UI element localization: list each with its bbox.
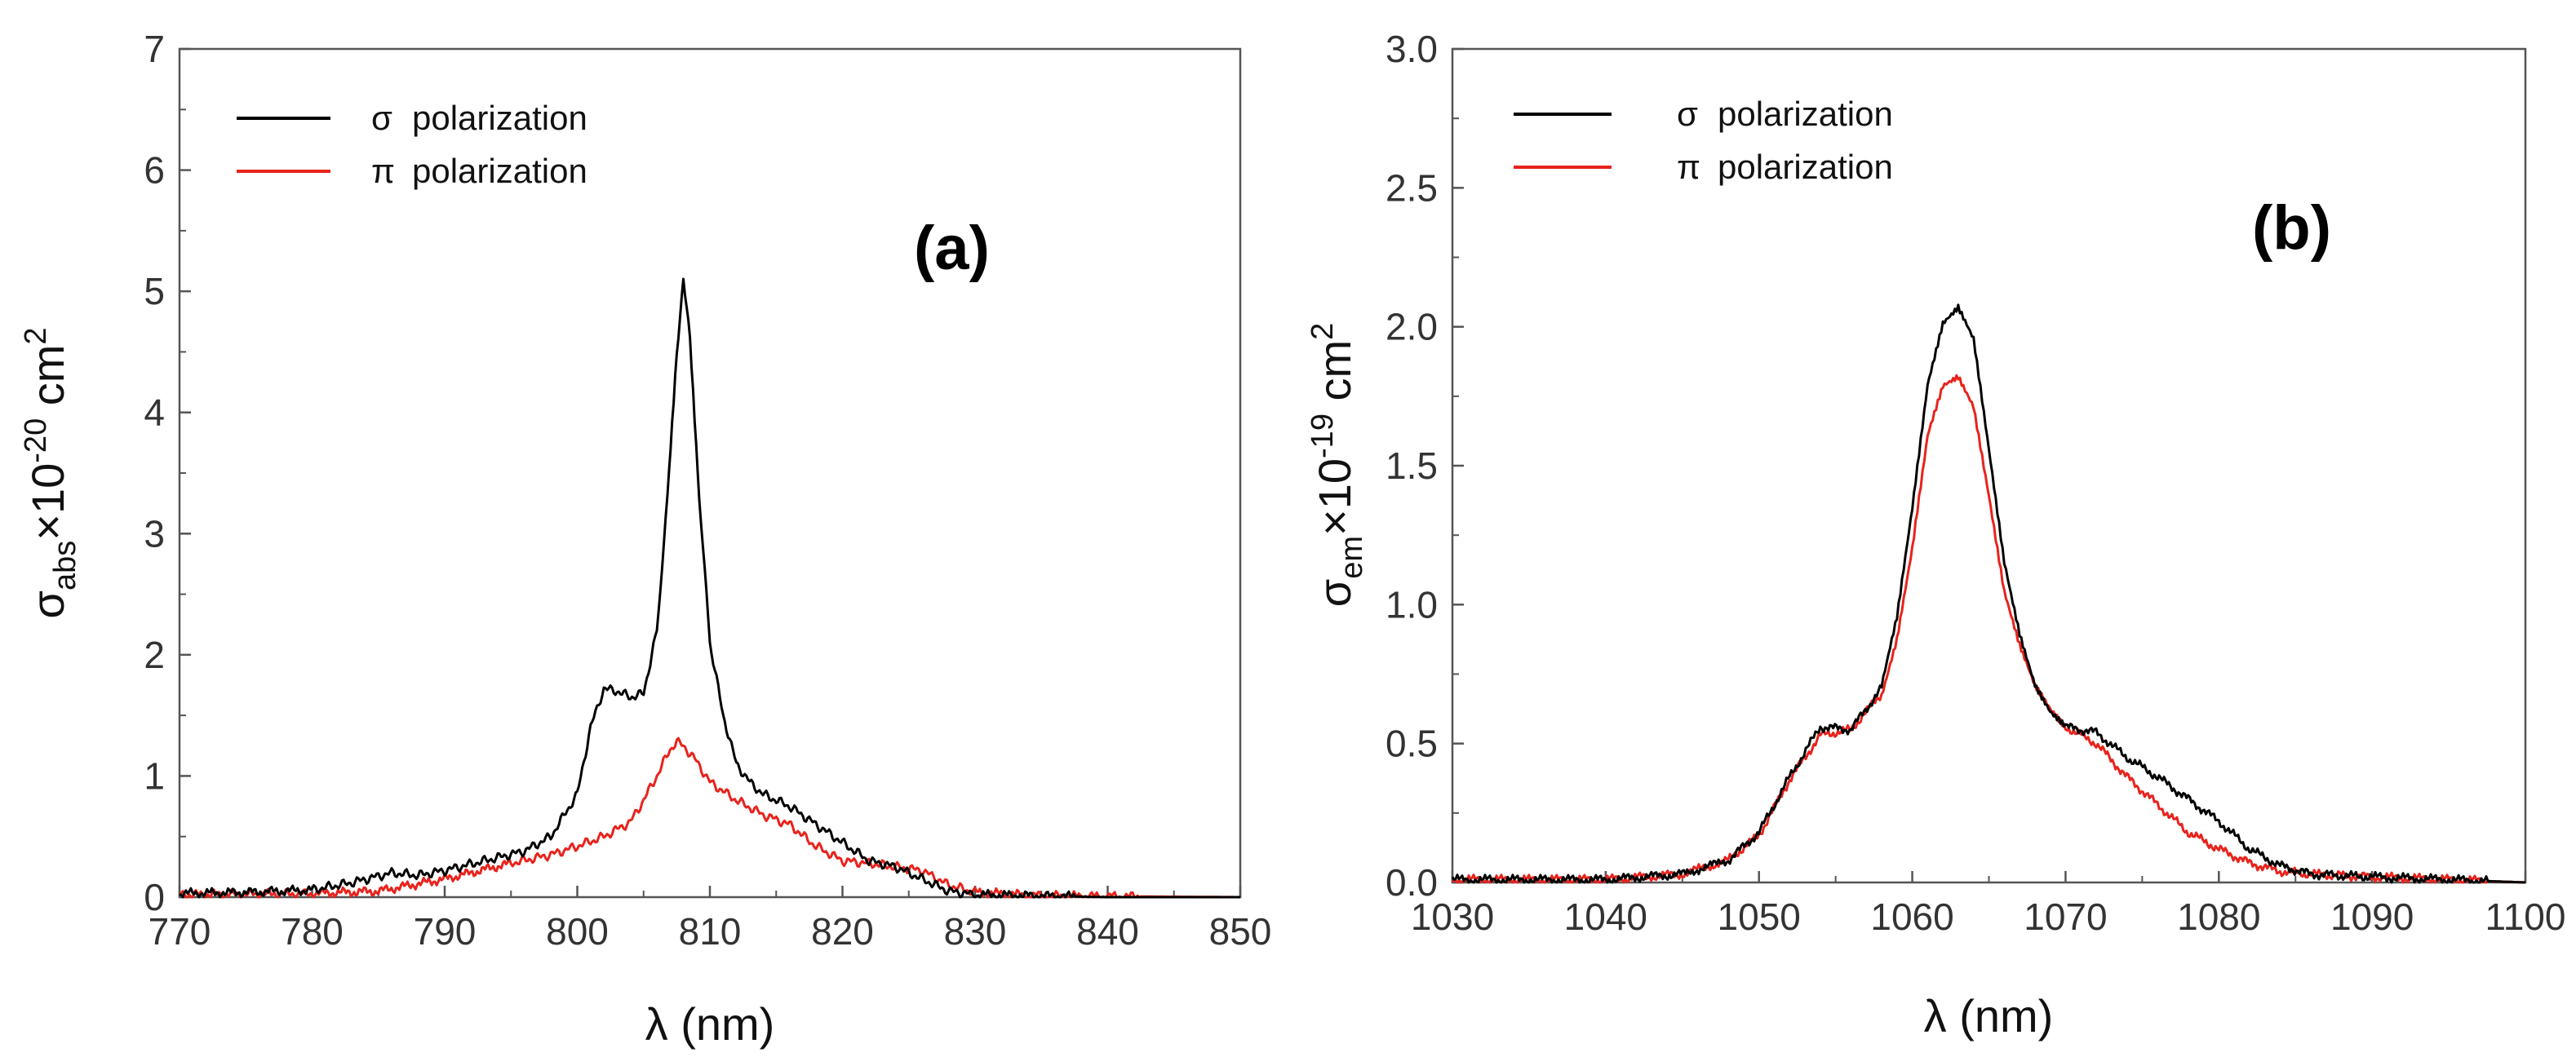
chart-a-legend-symbol-pi: π: [371, 152, 395, 190]
chart-a-y-tick-label: 0: [144, 876, 165, 918]
chart-b-y-tick-label: 3.0: [1386, 28, 1438, 70]
chart-b-y-tick-label: 2.0: [1386, 306, 1438, 348]
chart-b-legend: σ polarization π polarization: [1514, 95, 1893, 186]
chart-b-x-tick-label: 1030: [1411, 896, 1494, 938]
chart-b-x-tick-label: 1040: [1564, 896, 1647, 938]
chart-b-plot-frame: [1451, 47, 2527, 884]
chart-b-y-label-unit: cm: [1309, 340, 1360, 414]
chart-a-x-tick-label: 800: [546, 910, 609, 953]
chart-a-x-tick-label: 820: [811, 910, 874, 953]
chart-a-x-axis-label: λ (nm): [645, 998, 775, 1050]
chart-b-y-label-symbol: σ: [1309, 579, 1360, 608]
chart-b-legend-symbol-sigma: σ: [1677, 95, 1698, 133]
chart-b-x-tick-label: 1090: [2330, 896, 2414, 938]
chart-a-series-pi: [179, 736, 1240, 899]
chart-a-y-label-times: ×10: [22, 463, 73, 541]
chart-b-series: [1451, 303, 2526, 884]
chart-a-x-tick-label: 810: [679, 910, 742, 953]
chart-a-ticks: 770 780 790 800 810 820 830 840 850 0 1 2 3 4 5 6 7: [144, 28, 1271, 953]
chart-a-legend-symbol-sigma: σ: [371, 99, 392, 137]
chart-b-x-tick-label: 1050: [1718, 896, 1801, 938]
chart-b-y-tick-label: 2.5: [1386, 166, 1438, 209]
chart-a-x-tick-label: 830: [944, 910, 1007, 953]
chart-a-series-sigma: [179, 277, 1240, 899]
chart-a-y-tick-label: 2: [144, 634, 165, 676]
chart-a-series: [179, 277, 1240, 899]
chart-a-y-tick-label: 4: [144, 391, 165, 434]
chart-b: 1030 1040 1050 1060 1070 1080 1090 1100 0.0 0.5 1.…: [1306, 28, 2565, 1042]
chart-a-y-tick-label: 5: [144, 270, 165, 312]
chart-a-x-tick-label: 780: [281, 910, 344, 953]
chart-a-x-tick-label: 840: [1076, 910, 1139, 953]
chart-a-x-tick-label: 790: [414, 910, 477, 953]
chart-a-y-axis-label: σabs×10-20 cm2: [19, 327, 82, 618]
chart-b-legend-label-sigma: polarization: [1718, 95, 1893, 133]
chart-a-y-label-unit-exp: 2: [19, 327, 53, 344]
chart-a-plot-frame: [178, 47, 1242, 899]
chart-b-x-tick-label: 1060: [1870, 896, 1953, 938]
chart-a-x-tick-label: 850: [1209, 910, 1272, 953]
chart-a-x-tick-label: 770: [149, 910, 211, 953]
chart-b-y-tick-label: 0.5: [1386, 723, 1438, 765]
chart-a-y-label-exp: -20: [19, 418, 53, 463]
chart-b-y-tick-label: 1.5: [1386, 444, 1438, 487]
chart-b-y-tick-label: 1.0: [1386, 583, 1438, 626]
chart-a-panel-label: (a): [914, 214, 990, 283]
chart-b-y-label-times: ×10: [1309, 458, 1360, 536]
chart-b-panel-label: (b): [2252, 193, 2331, 263]
chart-b-x-tick-label: 1070: [2024, 896, 2107, 938]
chart-b-series-sigma: [1451, 303, 2526, 884]
chart-a-legend: σ polarization π polarization: [237, 99, 587, 190]
chart-a-legend-label-pi: polarization: [412, 152, 587, 190]
chart-a: 770 780 790 800 810 820 830 840 850 0 1 2 3 4 5 6 7 σ po…: [19, 28, 1271, 1050]
chart-b-legend-label-pi: polarization: [1718, 148, 1893, 186]
chart-b-y-label-exp: -19: [1306, 414, 1340, 458]
chart-a-y-tick-label: 3: [144, 512, 165, 555]
chart-b-x-tick-label: 1100: [2485, 896, 2566, 938]
chart-b-y-axis-label: σem×10-19 cm2: [1306, 323, 1369, 608]
chart-a-y-tick-label: 7: [144, 28, 165, 70]
chart-a-y-label-unit: cm: [22, 345, 73, 418]
chart-a-y-tick-label: 6: [144, 149, 165, 192]
chart-a-y-label-sub: abs: [48, 541, 82, 590]
chart-b-y-tick-label: 0.0: [1386, 861, 1438, 904]
chart-b-y-label-sub: em: [1335, 536, 1369, 579]
chart-a-y-label-symbol: σ: [22, 590, 73, 619]
chart-b-x-tick-label: 1080: [2177, 896, 2260, 938]
chart-b-y-label-unit-exp: 2: [1306, 323, 1340, 340]
chart-b-legend-symbol-pi: π: [1677, 148, 1700, 186]
chart-a-legend-label-sigma: polarization: [412, 99, 587, 137]
chart-a-y-tick-label: 1: [144, 754, 165, 797]
chart-b-ticks: 1030 1040 1050 1060 1070 1080 1090 1100 0.0 0.5 1.…: [1386, 28, 2565, 938]
chart-b-x-axis-label: λ (nm): [1924, 990, 2054, 1042]
